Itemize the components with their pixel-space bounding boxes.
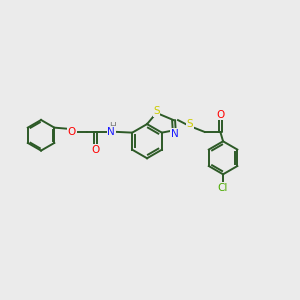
Text: N: N <box>171 129 179 139</box>
Text: O: O <box>217 110 225 120</box>
Text: Cl: Cl <box>218 182 228 193</box>
Text: N: N <box>107 127 115 137</box>
Text: H: H <box>109 122 116 131</box>
Text: S: S <box>153 106 160 116</box>
Text: S: S <box>187 119 194 129</box>
Text: O: O <box>92 145 100 155</box>
Text: O: O <box>68 127 76 137</box>
